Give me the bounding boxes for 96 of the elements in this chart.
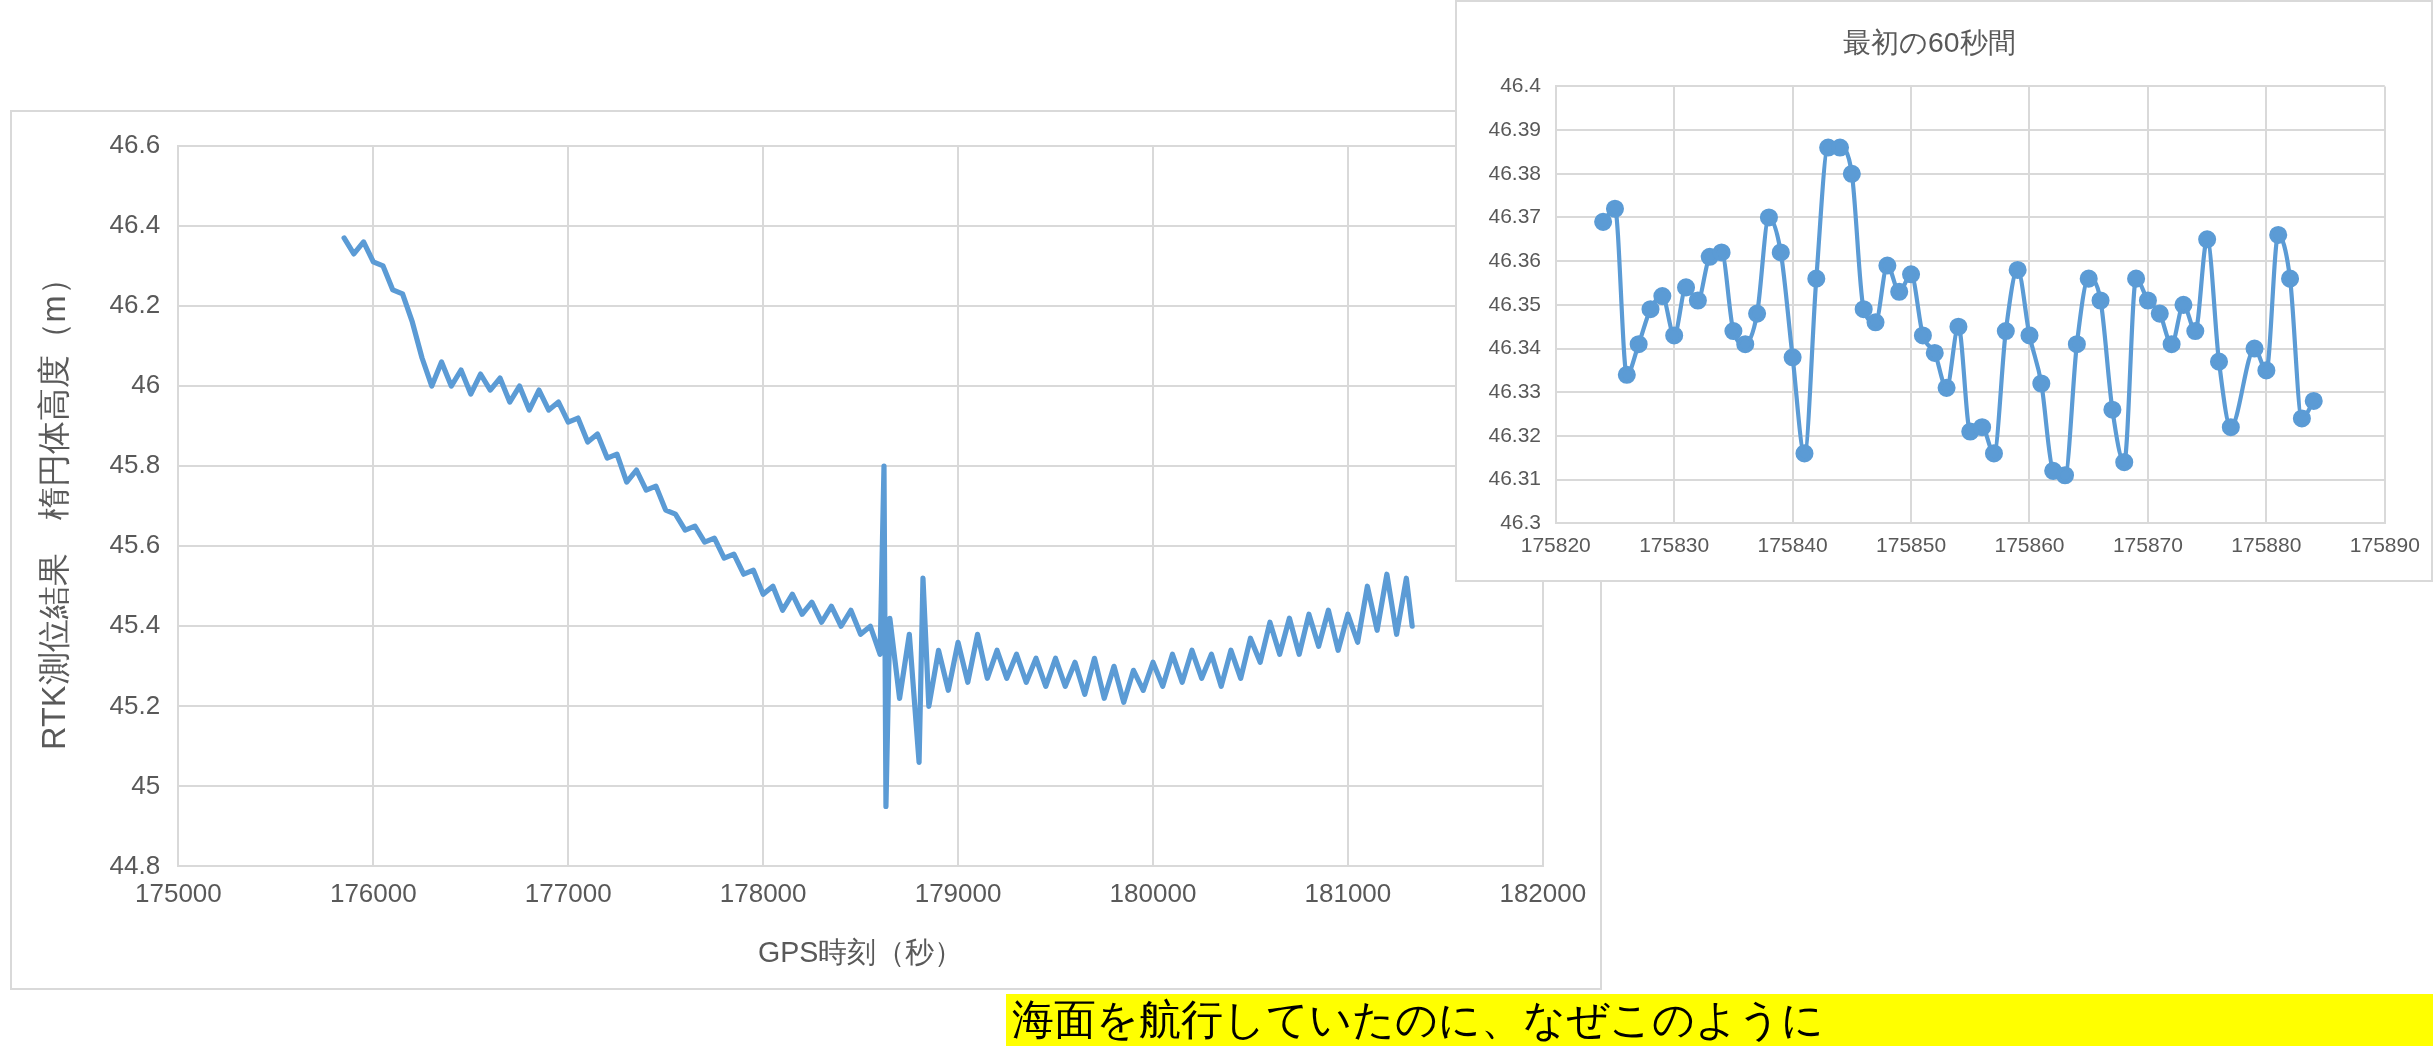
point bbox=[2186, 322, 2205, 341]
y-tick-label: 46.3 bbox=[1500, 510, 1542, 534]
point bbox=[2150, 304, 2169, 323]
point bbox=[2032, 374, 2051, 393]
point bbox=[1949, 317, 1968, 336]
point bbox=[2079, 269, 2098, 288]
point bbox=[1629, 335, 1648, 354]
y-tick-label: 46.34 bbox=[1488, 335, 1542, 359]
point bbox=[1736, 335, 1755, 354]
point bbox=[1807, 269, 1826, 288]
point bbox=[1937, 378, 1956, 397]
point bbox=[1902, 265, 1921, 284]
y-tick-label: 44.8 bbox=[109, 849, 161, 880]
point bbox=[1617, 365, 1636, 384]
y-tick-label: 46.35 bbox=[1488, 291, 1542, 315]
y-tick-label: 46.4 bbox=[109, 209, 161, 240]
x-tick-label: 179000 bbox=[914, 878, 1002, 909]
point bbox=[1913, 326, 1932, 345]
y-tick-label: 45.2 bbox=[109, 689, 161, 720]
x-tick-label: 175850 bbox=[1876, 533, 1947, 557]
point bbox=[2162, 335, 2181, 354]
point bbox=[1748, 304, 1767, 323]
point bbox=[1842, 164, 1861, 183]
x-tick-label: 175000 bbox=[135, 878, 222, 909]
point bbox=[2221, 418, 2240, 437]
point bbox=[2304, 391, 2323, 410]
y-tick-label: 46.36 bbox=[1488, 247, 1542, 271]
point bbox=[2292, 409, 2311, 428]
x-tick-label: 175860 bbox=[1994, 533, 2065, 557]
point bbox=[1925, 343, 1944, 362]
y-tick-label: 46.33 bbox=[1488, 379, 1542, 403]
x-tick-label: 178000 bbox=[719, 878, 807, 909]
x-tick-label: 180000 bbox=[1109, 878, 1197, 909]
x-tick-label: 175870 bbox=[2112, 533, 2183, 557]
y-tick-label: 45.4 bbox=[109, 609, 161, 640]
y-tick-label: 45.8 bbox=[109, 449, 161, 480]
y-tick-label: 46.37 bbox=[1488, 204, 1542, 228]
x-tick-label: 175820 bbox=[1520, 533, 1591, 557]
point bbox=[2103, 400, 2122, 419]
point bbox=[2245, 339, 2264, 358]
y-tick-label: 46.38 bbox=[1488, 160, 1542, 184]
point bbox=[1973, 418, 1992, 437]
x-axis-title: GPS時刻（秒） bbox=[757, 935, 964, 968]
point bbox=[1688, 291, 1707, 310]
point bbox=[1795, 444, 1814, 463]
point bbox=[1783, 348, 1802, 367]
point bbox=[1984, 444, 2003, 463]
x-tick-label: 181000 bbox=[1304, 878, 1392, 909]
y-tick-label: 46.2 bbox=[109, 289, 161, 320]
point bbox=[2257, 361, 2276, 380]
point bbox=[1665, 326, 1684, 345]
point bbox=[1641, 300, 1660, 319]
point bbox=[2055, 466, 2075, 485]
point bbox=[2020, 326, 2039, 345]
x-tick-label: 182000 bbox=[1499, 878, 1587, 909]
point bbox=[2269, 225, 2288, 244]
y-tick-label: 45 bbox=[131, 769, 161, 800]
y-axis-title: RTK測位結果 楕円体高度（m） bbox=[36, 262, 73, 750]
y-tick-label: 46 bbox=[131, 369, 161, 400]
y-tick-label: 46.32 bbox=[1488, 422, 1542, 446]
x-tick-label: 175890 bbox=[2349, 533, 2420, 557]
point bbox=[2115, 453, 2134, 472]
point bbox=[2198, 230, 2217, 249]
point bbox=[2067, 335, 2086, 354]
x-tick-label: 176000 bbox=[329, 878, 417, 909]
point bbox=[1878, 256, 1897, 275]
point bbox=[2138, 291, 2157, 310]
x-tick-label: 175840 bbox=[1757, 533, 1828, 557]
point bbox=[1866, 313, 1885, 332]
y-tick-label: 46.4 bbox=[1500, 73, 1542, 97]
point bbox=[2127, 269, 2146, 288]
x-tick-label: 175830 bbox=[1639, 533, 1710, 557]
point bbox=[2281, 269, 2300, 288]
point bbox=[1771, 243, 1790, 262]
x-tick-label: 177000 bbox=[524, 878, 612, 909]
y-tick-label: 46.6 bbox=[109, 128, 161, 159]
point bbox=[1653, 287, 1672, 306]
point bbox=[2091, 291, 2110, 310]
y-tick-label: 46.39 bbox=[1488, 116, 1542, 140]
point bbox=[1759, 208, 1778, 227]
point bbox=[1605, 199, 1624, 218]
point bbox=[2174, 295, 2193, 314]
point bbox=[1594, 212, 1613, 231]
point bbox=[2209, 352, 2229, 371]
y-tick-label: 46.31 bbox=[1488, 466, 1542, 490]
point bbox=[1677, 278, 1696, 297]
point bbox=[1724, 322, 1743, 341]
y-tick-label: 45.6 bbox=[109, 529, 161, 560]
point bbox=[2008, 260, 2027, 279]
point bbox=[1996, 322, 2015, 341]
point bbox=[1712, 243, 1731, 262]
chart-title: 最初の60秒間 bbox=[1843, 26, 2016, 59]
x-tick-label: 175880 bbox=[2231, 533, 2302, 557]
point bbox=[1854, 300, 1873, 319]
text: 海面を航行していたのに、なぜこのように bbox=[1006, 994, 2433, 1046]
point bbox=[1890, 282, 1909, 301]
